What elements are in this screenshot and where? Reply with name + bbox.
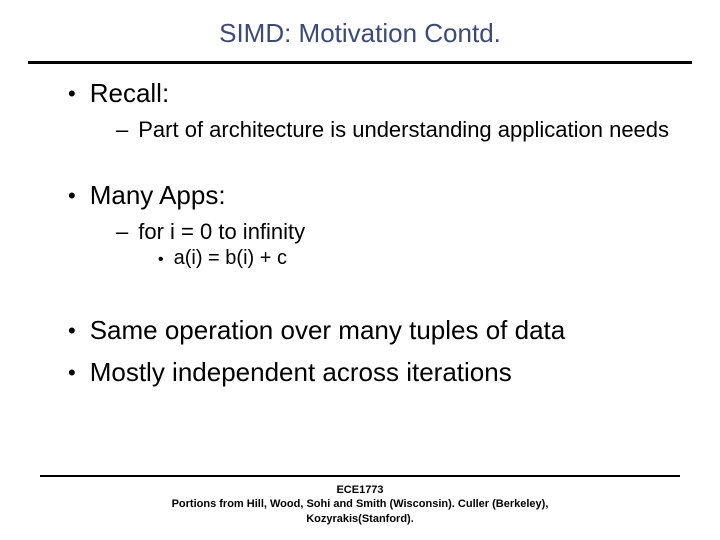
footer-line1: ECE1773 (120, 483, 600, 497)
footer-line2: Portions from Hill, Wood, Sohi and Smith… (120, 497, 600, 526)
bullet-text: Part of architecture is understanding ap… (138, 116, 669, 144)
spacer (38, 146, 682, 180)
bullet-text: Recall: (90, 78, 169, 109)
bullet-dash-icon: – (116, 218, 128, 246)
bullet-assignment: • a(i) = b(i) + c (158, 247, 682, 273)
bullet-dot-icon: • (68, 315, 76, 347)
bullet-dot-icon: • (68, 78, 76, 110)
bullet-same-op: • Same operation over many tuples of dat… (68, 315, 682, 347)
footer-text: ECE1773 Portions from Hill, Wood, Sohi a… (0, 483, 720, 526)
bullet-dot-icon: • (68, 357, 76, 389)
slide-title: SIMD: Motivation Contd. (0, 18, 720, 49)
spacer (38, 273, 682, 315)
slide: SIMD: Motivation Contd. • Recall: – Part… (0, 0, 720, 540)
footer-area: ECE1773 Portions from Hill, Wood, Sohi a… (0, 475, 720, 526)
bullet-text: Mostly independent across iterations (90, 357, 512, 388)
bullet-many-apps: • Many Apps: (68, 180, 682, 212)
footer-rule (40, 475, 680, 477)
bullet-dash-icon: – (116, 116, 128, 144)
bullet-text: Same operation over many tuples of data (90, 315, 566, 346)
bullet-recall: • Recall: (68, 78, 682, 110)
content-area: • Recall: – Part of architecture is unde… (0, 64, 720, 389)
bullet-text: a(i) = b(i) + c (174, 247, 287, 270)
bullet-dot-icon: • (158, 247, 164, 273)
bullet-recall-sub: – Part of architecture is understanding … (116, 116, 682, 144)
bullet-dot-icon: • (68, 180, 76, 212)
bullet-text: Many Apps: (90, 180, 226, 211)
bullet-for-loop: – for i = 0 to infinity (116, 218, 682, 246)
bullet-text: for i = 0 to infinity (138, 218, 305, 246)
bullet-independent: • Mostly independent across iterations (68, 357, 682, 389)
title-area: SIMD: Motivation Contd. (0, 0, 720, 57)
